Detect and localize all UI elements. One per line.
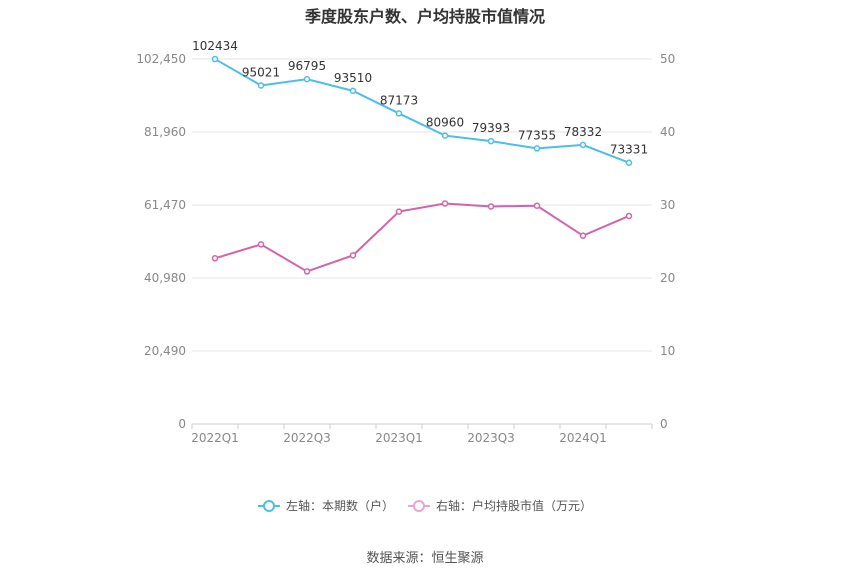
legend-swatch-left-icon [258,499,280,512]
data-point-left [625,159,633,166]
left-axis-tick-label: 81,960 [144,125,186,139]
data-point-left [395,110,403,117]
data-point-right [625,212,633,220]
data-point-left [211,55,219,63]
data-point-right [211,255,219,262]
data-point-right [487,203,495,210]
data-label: 95021 [242,65,280,79]
left-axis-tick-label: 0 [178,417,186,431]
legend-label-right: 右轴：户均持股市值（万元） [436,499,593,513]
data-point-right [579,232,587,239]
data-labels: 102434 95021 96795 93510 87173 80960 79393 7735… [192,39,648,157]
data-point-right [533,202,541,209]
right-axis-tick-label: 0 [660,417,668,431]
right-axis-tick-label: 10 [660,344,675,358]
data-label: 78332 [564,125,602,139]
data-label: 79393 [472,121,510,135]
data-point-right [303,268,311,275]
left-axis-tick-label: 20,490 [144,344,186,358]
data-point-left [533,145,541,152]
right-axis-tick-label: 20 [660,271,675,285]
x-axis-tick-label: 2022Q1 [191,431,239,445]
data-source: 数据来源：恒生聚源 [366,551,484,566]
x-axis-tick-label: 2023Q3 [467,431,515,445]
data-point-left [579,141,587,149]
x-axis-tick-label: 2022Q3 [283,431,331,445]
data-point-right [441,200,449,207]
series-line-left [214,58,630,164]
data-point-left [257,82,265,89]
left-axis-tick-label: 61,470 [144,198,186,212]
left-axis-tick-label: 102,450 [136,52,186,66]
data-point-left [303,75,311,83]
x-axis-tick-label: 2024Q1 [559,431,607,445]
legend-label-left: 左轴：本期数（户） [286,499,395,513]
chart-title: 季度股东户数、户均持股市值情况 [304,7,545,26]
data-point-left [487,137,495,145]
data-label: 102434 [192,39,238,53]
data-label: 96795 [288,59,326,73]
left-axis-tick-label: 40,980 [144,271,186,285]
series [211,55,633,275]
data-point-left [349,87,357,95]
series-line-right [214,202,630,273]
data-point-left [441,132,449,139]
data-label: 73331 [610,143,648,157]
data-label: 77355 [518,128,556,142]
legend-item-right-series[interactable]: 右轴：户均持股市值（万元） [408,497,592,514]
data-label: 93510 [334,71,372,85]
x-axis-tick-label: 2023Q1 [375,431,423,445]
legend: 左轴：本期数（户） 右轴：户均持股市值（万元） [0,497,850,517]
data-point-right [395,208,403,215]
data-point-right [257,241,265,248]
right-axis-tick-label: 50 [660,52,675,66]
data-label: 80960 [426,116,464,130]
legend-swatch-right-icon [408,499,430,512]
data-label: 87173 [380,93,418,107]
axes: 0 20,490 40,980 61,470 81,960 102,450 0 10 20 30 4… [136,52,675,445]
right-axis-tick-label: 30 [660,198,675,212]
legend-item-left-series[interactable]: 左轴：本期数（户） [258,497,394,514]
data-point-right [349,252,357,259]
right-axis-tick-label: 40 [660,125,675,139]
